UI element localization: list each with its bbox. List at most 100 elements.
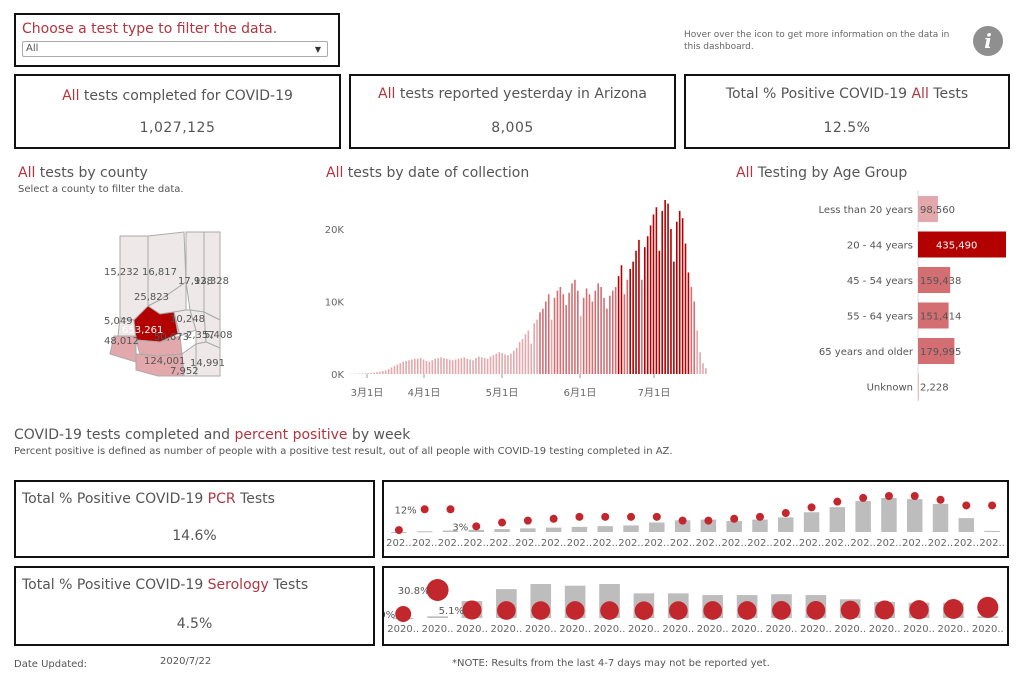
date-bar <box>588 294 591 374</box>
weekly-x-label: 202.. <box>825 538 850 549</box>
weekly-percent-dot <box>497 601 516 620</box>
date-bar <box>390 367 393 374</box>
weekly-percent-dot <box>781 509 790 518</box>
date-bar <box>652 214 655 374</box>
kpi-pcr-value: 14.6% <box>172 528 217 544</box>
weekly-percent-dot <box>531 601 551 620</box>
date-bar <box>638 239 640 374</box>
date-bar <box>463 357 466 374</box>
date-bar <box>649 225 652 374</box>
weekly-percent-dot <box>910 492 919 500</box>
weekly-bar <box>597 526 613 532</box>
date-bar <box>635 250 637 374</box>
weekly-x-label: 202.. <box>876 538 901 549</box>
date-bar <box>460 358 463 374</box>
date-bar <box>620 265 623 374</box>
weekly-x-label: 2020.. <box>559 624 591 635</box>
weekly-percent-label: 30.8% <box>398 586 430 597</box>
date-bar <box>492 355 495 374</box>
weekly-percent-dot <box>840 600 860 620</box>
weekly-percent-dot <box>806 601 826 620</box>
filter-panel: Choose a test type to filter the data. A… <box>14 13 340 67</box>
date-bar <box>448 359 451 374</box>
weekly-bar <box>881 498 897 532</box>
date-bar <box>524 334 527 374</box>
weekly-percent-dot <box>807 503 816 512</box>
weekly-subtitle: Percent positive is defined as number of… <box>14 446 673 457</box>
pcr-weekly-chart[interactable]: 202.. 202.. 202.. 202.. 202.. 202.. 202.. 202..… <box>384 482 1007 556</box>
date-bar <box>419 358 422 374</box>
county-label: 25,823 <box>134 292 169 303</box>
weekly-percent-dot <box>884 492 893 500</box>
date-bar <box>536 319 538 374</box>
county-mohave[interactable] <box>119 235 149 321</box>
weekly-x-label: 2020.. <box>594 624 626 635</box>
info-icon[interactable]: i <box>973 26 1003 56</box>
weekly-bar <box>623 525 639 532</box>
age-chart[interactable]: Less than 20 years 98,560 20 - 44 years 435… <box>740 190 1010 405</box>
county-santa-cruz[interactable] <box>181 343 197 377</box>
age-value-label: 179,995 <box>920 347 961 358</box>
county-navajo[interactable] <box>185 231 205 313</box>
kpi-pcr-title: Total % Positive COVID-19 PCR Tests <box>22 491 275 507</box>
weekly-percent-dot <box>565 601 585 620</box>
weekly-percent-dot <box>575 512 584 521</box>
date-bar <box>373 372 375 374</box>
pcr-weekly-panel: 202.. 202.. 202.. 202.. 202.. 202.. 202.. 202..… <box>382 480 1009 558</box>
weekly-bar <box>416 531 433 533</box>
date-bar <box>399 363 402 374</box>
date-bar <box>414 358 416 374</box>
date-chart[interactable]: 0K 10K 20K 3月1日 4月1日 5月1日 6月1日 7月1日 <box>316 196 716 406</box>
weekly-percent-label: 12% <box>394 505 416 516</box>
date-bar <box>440 357 442 374</box>
date-bar <box>367 373 370 374</box>
date-bar <box>597 283 599 374</box>
kpi-tests-yesterday-value: 8,005 <box>491 120 534 136</box>
weekly-x-label: 2020.. <box>903 624 935 635</box>
age-value-label: 435,490 <box>936 241 977 252</box>
date-bar <box>422 359 425 374</box>
date-bar <box>556 290 559 374</box>
weekly-x-label: 202.. <box>721 538 746 549</box>
weekly-percent-dot <box>943 598 964 619</box>
date-bar <box>542 308 544 374</box>
date-bar <box>579 316 582 374</box>
county-label: 2,357 <box>186 330 215 341</box>
age-bar <box>918 196 938 222</box>
weekly-percent-dot <box>627 512 636 521</box>
weekly-percent-dot <box>668 601 688 620</box>
weekly-bar <box>674 520 691 532</box>
date-bar <box>483 358 486 374</box>
date-bar <box>667 203 669 374</box>
age-chart-title: All Testing by Age Group <box>736 165 908 181</box>
weekly-x-label: 2020.. <box>422 624 454 635</box>
date-bar <box>405 360 407 374</box>
date-bar <box>582 297 585 374</box>
date-bar <box>510 353 512 374</box>
date-bar <box>437 358 439 374</box>
weekly-x-label: 202.. <box>489 538 514 549</box>
weekly-x-label: 202.. <box>644 538 669 549</box>
x-tick-label: 3月1日 <box>351 387 384 399</box>
date-bar <box>472 360 474 374</box>
date-bar <box>606 308 608 374</box>
weekly-percent-dot <box>634 601 654 620</box>
date-bar <box>515 347 518 374</box>
date-bar <box>629 268 632 374</box>
date-bar <box>431 360 434 374</box>
test-type-select[interactable]: All ▼ <box>22 41 328 57</box>
weekly-bar <box>855 500 871 532</box>
weekly-percent-dot <box>833 497 842 506</box>
date-bar <box>521 339 524 374</box>
date-bar <box>699 352 701 374</box>
serology-weekly-chart[interactable]: 2020.. 2020.. 2020.. 2020.. 2020.. 2020.. 2020… <box>370 568 1007 644</box>
weekly-percent-label: 3% <box>452 522 468 533</box>
age-bar <box>918 267 951 293</box>
weekly-percent-dot <box>772 601 791 620</box>
kpi-tests-yesterday: All tests reported yesterday in Arizona … <box>349 74 676 149</box>
county-map[interactable]: 15,232 16,817 17,928 13,328 25,823 5,049… <box>100 230 240 380</box>
weekly-bar <box>803 512 820 532</box>
kpi-percent-positive-value: 12.5% <box>823 120 871 136</box>
weekly-x-label: 202.. <box>850 538 875 549</box>
county-label: 17,928 <box>178 276 213 287</box>
